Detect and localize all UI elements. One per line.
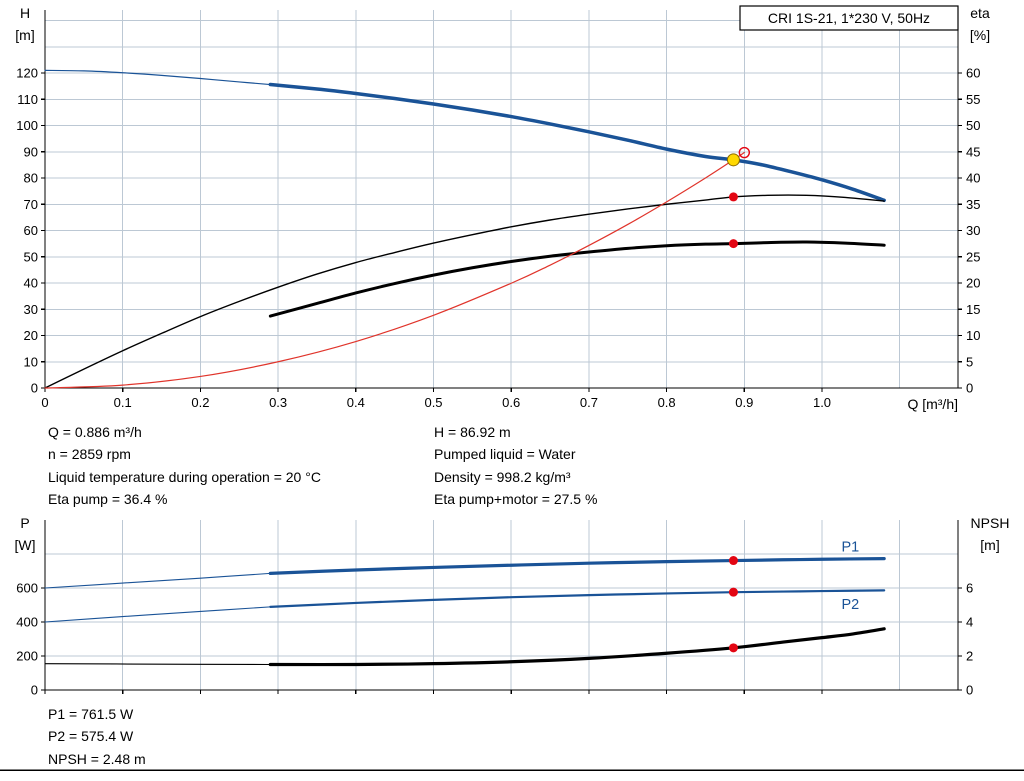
y-right-axis-unit: [%]	[970, 27, 990, 43]
h-curve	[268, 82, 886, 203]
eta-pump-curve	[44, 194, 885, 389]
x-tick-label: 0	[41, 395, 48, 410]
requested-duty-open-marker	[738, 146, 751, 159]
x-tick-label: 0.6	[502, 395, 520, 410]
y-right-tick-label: 55	[966, 92, 980, 107]
y-right-tick-label: 20	[966, 276, 980, 291]
y-left-tick-label: 200	[16, 649, 38, 664]
h-curve-extension	[44, 69, 271, 86]
x-tick-label: 0.3	[269, 395, 287, 410]
y-left-tick-label: 110	[17, 92, 38, 107]
x-tick-label: 1.0	[813, 395, 831, 410]
y-left-tick-label: 0	[31, 683, 38, 698]
y-right-tick-label: 45	[966, 144, 980, 159]
y-left-tick-label: 600	[16, 581, 38, 596]
y-left-tick-label: 10	[24, 354, 38, 369]
y-left-tick-label: 40	[24, 276, 38, 291]
x-axis-title: Q [m³/h]	[907, 396, 958, 412]
y-right-tick-label: 0	[966, 381, 973, 396]
eta-pump-motor-dot	[728, 239, 738, 249]
info-line-q: Q = 0.886 m³/h	[48, 424, 142, 440]
duty-point-marker	[726, 153, 740, 167]
eta-pump-motor-curve	[268, 240, 886, 318]
y-right-tick-label: 40	[966, 171, 980, 186]
y-left-tick-label: 120	[16, 66, 38, 81]
y-left-tick-label: 20	[24, 328, 38, 343]
y-left-axis-unit: [m]	[15, 27, 34, 43]
x-tick-label: 0.7	[580, 395, 598, 410]
y-right-tick-label: 15	[966, 302, 980, 317]
y-left-axis-unit: [W]	[15, 537, 36, 553]
y-right-tick-label: 60	[966, 66, 980, 81]
x-tick-label: 0.4	[347, 395, 365, 410]
y-left-tick-label: 90	[24, 144, 38, 159]
p2-dot	[728, 587, 738, 597]
y-right-tick-label: 10	[966, 328, 980, 343]
y-left-axis-title: P	[20, 515, 29, 531]
y-right-tick-label: 0	[966, 683, 973, 698]
p1-curve	[268, 556, 886, 575]
p2-curve	[269, 589, 886, 608]
series-label-p2: P2	[841, 597, 859, 613]
power-npsh-results-block: P1 = 761.5 W P2 = 575.4 W NPSH = 2.48 m	[48, 703, 146, 770]
y-left-axis-title: H	[20, 5, 30, 21]
y-right-tick-label: 5	[966, 354, 973, 369]
info-line-eta-pump: Eta pump = 36.4 %	[48, 491, 168, 508]
info-line-liquid-temp: Liquid temperature during operation = 20…	[48, 468, 321, 485]
y-left-tick-label: 60	[24, 223, 38, 238]
npsh-curve-extension	[44, 663, 271, 666]
y-left-tick-label: 0	[31, 381, 38, 396]
p1-curve-extension	[44, 572, 271, 589]
chart-title-box	[739, 5, 959, 31]
info-line-eta-pump-motor: Eta pump+motor = 27.5 %	[434, 491, 598, 508]
y-left-tick-label: 100	[16, 118, 38, 133]
chart-title: CRI 1S-21, 1*230 V, 50Hz	[768, 10, 930, 26]
operating-data-left-column: Q = 0.886 m³/h n = 2859 rpm Liquid tempe…	[48, 421, 321, 511]
operating-data-right-column: H = 86.92 m Pumped liquid = Water Densit…	[434, 421, 597, 511]
y-right-tick-label: 25	[966, 249, 980, 264]
y-left-tick-label: 30	[24, 302, 38, 317]
footer-line-p2: P2 = 575.4 W	[48, 728, 134, 745]
x-tick-label: 0.2	[191, 395, 209, 410]
npsh-dot	[728, 643, 738, 653]
footer-line-p1: P1 = 761.5 W	[48, 706, 134, 722]
info-line-speed: n = 2859 rpm	[48, 446, 131, 463]
x-tick-label: 0.9	[735, 395, 753, 410]
npsh-curve	[268, 627, 886, 667]
system-curve	[44, 151, 745, 389]
y-left-tick-label: 400	[16, 615, 38, 630]
y-left-tick-label: 70	[24, 197, 38, 212]
y-right-tick-label: 4	[966, 615, 973, 630]
y-left-tick-label: 50	[24, 249, 38, 264]
y-right-tick-label: 2	[966, 649, 973, 664]
y-right-axis-title: eta	[970, 5, 990, 21]
info-line-density: Density = 998.2 kg/m³	[434, 468, 571, 485]
y-right-tick-label: 30	[966, 223, 980, 238]
x-tick-label: 0.1	[114, 395, 132, 410]
p1-dot	[728, 556, 738, 566]
p2-curve-extension	[44, 606, 271, 623]
eta-pump-dot	[728, 192, 738, 202]
y-right-axis-title: NPSH	[971, 515, 1010, 531]
footer-line-npsh: NPSH = 2.48 m	[48, 750, 146, 767]
info-line-head: H = 86.92 m	[434, 424, 511, 440]
series-label-p1: P1	[841, 539, 859, 555]
y-left-tick-label: 80	[24, 171, 38, 186]
x-tick-label: 0.8	[658, 395, 676, 410]
y-right-tick-label: 6	[966, 581, 973, 596]
y-right-tick-label: 35	[966, 197, 980, 212]
info-line-pumped-liquid: Pumped liquid = Water	[434, 446, 576, 463]
x-tick-label: 0.5	[424, 395, 442, 410]
y-right-tick-label: 50	[966, 118, 980, 133]
y-right-axis-unit: [m]	[980, 537, 999, 553]
